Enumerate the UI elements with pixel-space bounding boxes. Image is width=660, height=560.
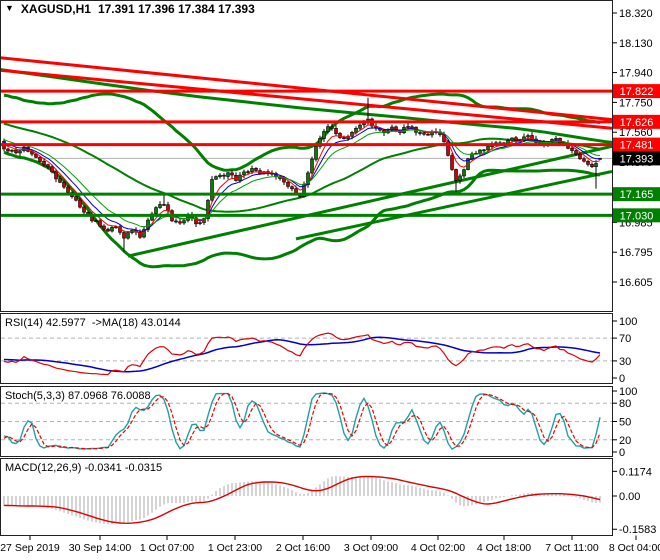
rsi-tick-label: 70 <box>619 333 631 345</box>
time-tick-label: 4 Oct 02:00 <box>411 542 465 554</box>
red-descending-lower <box>0 68 612 130</box>
svg-text:17.481: 17.481 <box>620 140 654 152</box>
svg-text:17.393: 17.393 <box>620 153 654 165</box>
time-tick-label: 7 Oct 11:00 <box>545 542 599 554</box>
rsi-ma-line <box>3 336 601 373</box>
bollinger-middle-band <box>3 122 601 213</box>
macd-histogram <box>3 476 601 525</box>
red-descending-upper <box>0 56 612 122</box>
green-ascending-main <box>127 144 612 258</box>
symbol-period-label: XAGUSD,H1 <box>20 2 91 16</box>
price-tick-label: 17.940 <box>619 68 653 80</box>
stoch-tick-label: 20 <box>619 435 631 447</box>
long-term-ma-line <box>0 68 612 144</box>
main-price-panel <box>0 56 612 269</box>
time-tick-label: 4 Oct 18:00 <box>477 542 531 554</box>
price-tick-label: 17.560 <box>619 127 653 139</box>
rsi-tick-label: 100 <box>619 316 637 328</box>
time-tick-label: 3 Oct 09:00 <box>344 542 398 554</box>
price-badge-17.822 <box>613 84 660 99</box>
rsi-line <box>3 332 601 376</box>
stoch-tick-label: 80 <box>619 398 631 410</box>
price-badge-17.030 <box>613 208 660 223</box>
macd-tick-label: -0.1583 <box>619 524 656 536</box>
time-tick-label: 2 Oct 16:00 <box>276 542 330 554</box>
svg-text:17.165: 17.165 <box>620 189 654 201</box>
price-badge-17.165 <box>613 187 660 202</box>
green-ascending-secondary <box>295 169 612 241</box>
stoch-indicator-label: Stoch(5,3,3) 87.0968 76.0088 <box>5 390 151 402</box>
svg-text:17.822: 17.822 <box>620 86 654 98</box>
macd-signal-line <box>3 475 601 525</box>
stoch-panel <box>1 392 612 451</box>
macd-tick-label: 0.00 <box>619 491 640 503</box>
macd-panel <box>3 475 601 525</box>
chevron-down-icon[interactable]: ▼ <box>5 3 14 13</box>
time-axis: 27 Sep 2019 30 Sep 14:00 1 Oct 07:00 1 Oct … <box>0 535 660 554</box>
price-tick-label: 18.130 <box>619 38 653 50</box>
time-tick-label: 27 Sep 2019 <box>0 542 60 554</box>
stoch-tick-label: 100 <box>619 386 637 398</box>
macd-indicator-label: MACD(12,26,9) -0.0341 -0.0315 <box>5 462 163 474</box>
macd-tick-label: 0.1174 <box>619 466 652 478</box>
svg-text:17.626: 17.626 <box>620 117 654 129</box>
price-tick-label: 17.750 <box>619 97 653 109</box>
ema-slow-line <box>3 129 601 228</box>
price-tick-label: 16.605 <box>619 277 653 289</box>
price-badge-17.481 <box>613 137 660 152</box>
stoch-tick-label: 50 <box>619 417 631 429</box>
time-tick-label: 1 Oct 23:00 <box>208 542 262 554</box>
price-tick-label: 16.795 <box>619 247 653 259</box>
price-tick-label: 18.320 <box>619 8 653 20</box>
rsi-tick-label: 30 <box>619 356 631 368</box>
time-tick-label: 8 Oct 04:00 <box>609 542 660 554</box>
time-tick-label: 30 Sep 14:00 <box>69 542 132 554</box>
stoch-tick-label: 0 <box>619 447 625 459</box>
price-badge-17.393 <box>613 151 660 166</box>
stoch-k-line <box>3 392 601 451</box>
time-tick-label: 1 Oct 07:00 <box>140 542 194 554</box>
rsi-tick-label: 0 <box>619 373 625 385</box>
price-axis: 18.32018.13017.94017.75017.56017.37016.9… <box>612 8 660 536</box>
rsi-indicator-label: RSI(14) 42.5977 ->MA(18) 43.0144 <box>5 317 181 329</box>
svg-text:17.030: 17.030 <box>620 210 654 222</box>
ohlc-values-label: 17.391 17.396 17.384 17.393 <box>97 2 255 16</box>
stoch-d-line <box>3 392 601 450</box>
rsi-panel <box>1 332 612 376</box>
price-badge-17.626 <box>613 114 660 129</box>
chart-header: ▼ XAGUSD,H1 17.391 17.396 17.384 17.393 <box>5 2 255 16</box>
